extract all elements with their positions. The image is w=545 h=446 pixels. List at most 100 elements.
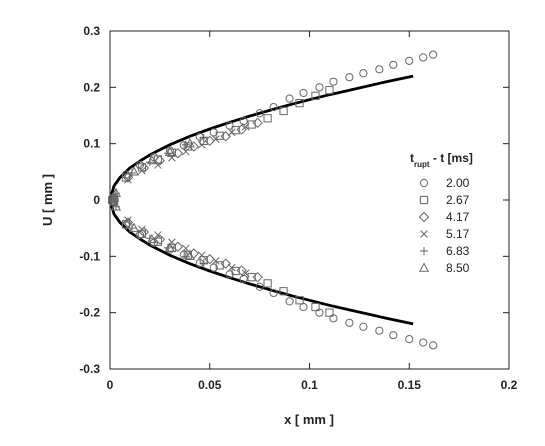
y-axis-title: U [ mm ] <box>40 174 55 226</box>
point <box>299 302 308 312</box>
point <box>204 135 215 147</box>
point <box>211 256 220 265</box>
legend-marker <box>419 195 429 205</box>
legend-item: 6.83 <box>420 244 470 258</box>
point <box>110 201 122 211</box>
point <box>220 258 231 269</box>
legend-label: 2.67 <box>446 193 470 207</box>
point <box>405 335 414 344</box>
point <box>154 155 166 166</box>
y-tick-label: -0.1 <box>79 249 100 263</box>
point <box>188 248 199 259</box>
point <box>285 94 294 103</box>
point <box>199 259 208 268</box>
y-tick-label: 0 <box>93 193 100 207</box>
point <box>345 318 354 327</box>
legend-marker <box>420 247 428 255</box>
point <box>255 109 264 118</box>
point <box>279 287 288 296</box>
x-tick-label: 0.1 <box>301 378 318 392</box>
point <box>311 302 320 312</box>
point <box>263 114 272 123</box>
series-8.50 <box>110 138 195 261</box>
point <box>211 135 220 144</box>
point <box>172 241 184 252</box>
legend-item: 8.50 <box>418 261 470 275</box>
y-tick-label: 0.2 <box>83 80 100 94</box>
point <box>429 50 438 59</box>
point <box>299 88 308 98</box>
y-tick-label: 0.1 <box>83 137 100 151</box>
point <box>138 166 146 175</box>
point <box>146 155 157 165</box>
point <box>181 140 190 149</box>
series-2.00 <box>107 50 438 350</box>
point <box>241 269 250 278</box>
point <box>172 148 184 159</box>
point <box>429 341 438 350</box>
fit-curve-upper <box>108 74 414 201</box>
point <box>247 273 256 282</box>
point <box>315 83 324 92</box>
series-5.17 <box>110 122 250 278</box>
point <box>146 233 157 244</box>
point <box>188 141 199 152</box>
point <box>359 322 368 331</box>
point <box>231 266 240 276</box>
point <box>419 53 428 62</box>
point <box>295 296 304 305</box>
point <box>325 308 334 317</box>
point <box>255 282 264 291</box>
point <box>199 134 208 143</box>
point <box>295 99 304 108</box>
data-points <box>107 50 438 350</box>
point <box>375 65 384 74</box>
point <box>124 216 132 225</box>
point <box>269 102 278 112</box>
legend-label: 5.17 <box>446 227 470 241</box>
point <box>197 251 206 260</box>
point <box>164 146 175 156</box>
legend-label: 8.50 <box>446 261 470 275</box>
series-6.83 <box>111 134 208 268</box>
point <box>389 60 398 69</box>
point <box>110 187 122 197</box>
x-tick-label: 0.05 <box>198 378 222 392</box>
point <box>345 73 354 82</box>
point <box>375 326 384 335</box>
point <box>128 166 139 176</box>
x-tick-label: 0 <box>107 378 114 392</box>
axis-ticks: 0 0.05 0.1 0.15 0.2 0.3 0.2 0.1 0 -0.1 -0.2 -0.3 <box>79 24 517 392</box>
legend-item: 2.00 <box>419 176 470 190</box>
point <box>164 242 175 252</box>
point <box>269 288 278 298</box>
point <box>419 338 428 347</box>
x-tick-label: 0.15 <box>398 378 422 392</box>
legend-label: 4.17 <box>446 210 470 224</box>
point <box>215 131 224 140</box>
point <box>311 91 320 100</box>
point <box>204 253 215 265</box>
point <box>138 225 146 234</box>
legend-label: 6.83 <box>446 244 470 258</box>
legend: trupt - t [ms] 2.00 2.67 4.17 5.17 6.83 8.50 <box>410 151 473 275</box>
point <box>279 106 288 116</box>
point <box>181 147 190 156</box>
point <box>263 279 272 288</box>
y-tick-label: 0.3 <box>83 24 100 38</box>
point <box>154 231 162 239</box>
point <box>122 172 134 183</box>
point <box>231 126 240 135</box>
y-tick-label: -0.3 <box>79 362 100 376</box>
legend-item: 5.17 <box>420 227 470 241</box>
point <box>225 121 234 130</box>
point <box>241 122 250 131</box>
fit-curves <box>108 74 414 326</box>
x-axis-title: x [ mm ] <box>284 412 334 427</box>
legend-marker <box>418 211 430 223</box>
point <box>108 193 120 205</box>
point <box>227 128 236 137</box>
point <box>389 331 398 340</box>
point <box>122 217 134 228</box>
point <box>197 140 206 149</box>
